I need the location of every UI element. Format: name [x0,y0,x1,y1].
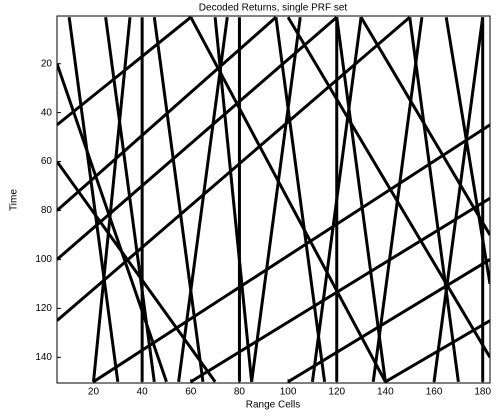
streak [189,16,387,383]
streak [432,17,485,382]
x-tick-label: 140 [377,387,394,398]
streak [359,16,490,236]
y-tick-label: 80 [41,205,53,216]
streak [408,17,460,382]
plot-frame [56,15,491,384]
y-tick-label: 140 [35,352,52,363]
y-tick-label: 60 [41,156,53,167]
streak [57,160,217,383]
chart-title: Decoded Returns, single PRF set [199,3,348,14]
y-tick-label: 40 [41,107,53,118]
x-tick-label: 160 [426,387,443,398]
streak [250,17,302,382]
streak [57,16,411,322]
streak [286,16,490,359]
streak [177,17,229,382]
streak [152,17,205,382]
streak [57,63,168,383]
x-tick-label: 20 [88,387,100,398]
streak [67,17,120,382]
x-tick-label: 180 [474,387,491,398]
y-tick-label: 20 [41,58,53,69]
x-tick-label: 100 [280,387,297,398]
streak [335,17,387,382]
streak [213,17,254,382]
streak [57,16,338,261]
x-axis-label: Range Cells [246,400,300,411]
image-area [57,16,490,383]
x-tick-label: 80 [234,387,246,398]
x-tick-label: 40 [137,387,149,398]
y-tick-label: 120 [35,303,52,314]
streak [274,17,327,382]
streak [91,17,132,382]
x-tick-label: 60 [185,387,197,398]
y-axis-label: Time [9,189,20,211]
streak [92,123,490,383]
y-tick-label: 100 [35,254,52,265]
streak [287,258,490,383]
x-tick-label: 120 [328,387,345,398]
